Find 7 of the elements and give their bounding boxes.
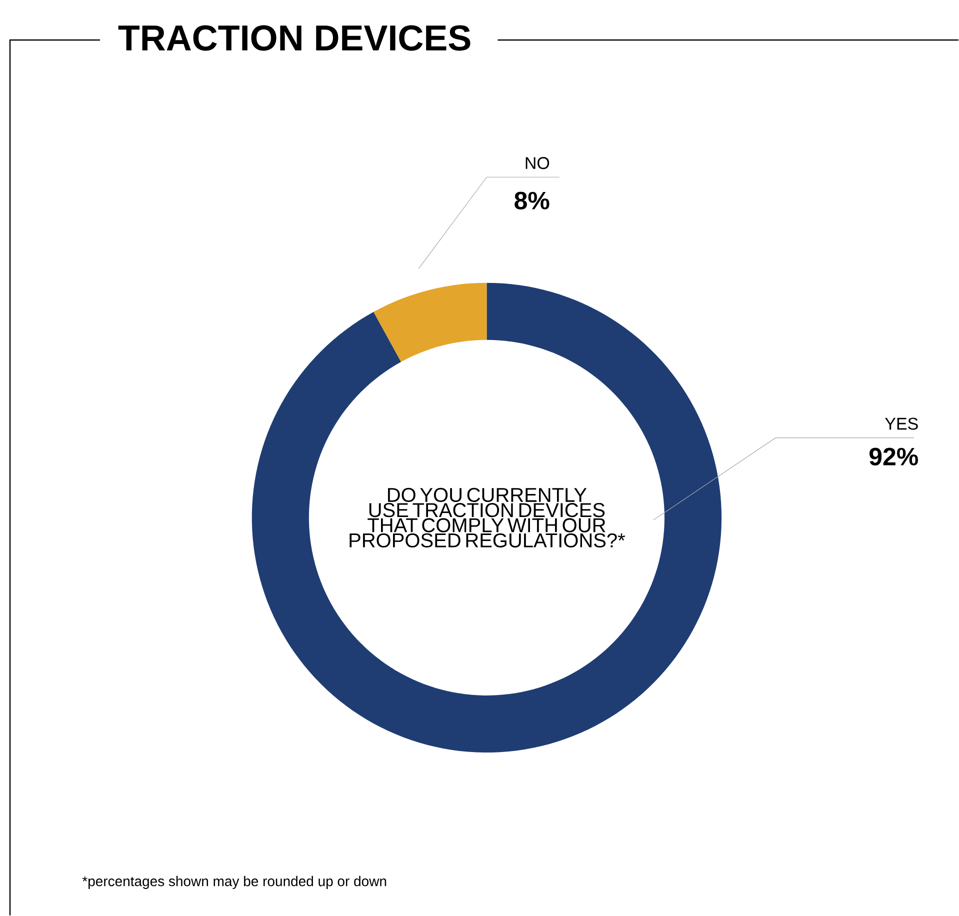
text: *percentages shown may be rounded up or down: [82, 876, 386, 889]
chart-title: TRACTION DEVICES: [118, 25, 470, 51]
slice-label: NO: [526, 157, 550, 170]
slice-label: YES: [885, 418, 918, 430]
text: DO YOU CURRENTLY USE TRACTION DEVICES THAT COMPLY WITH OUR PROPOSED REGULATIONS?*: [350, 488, 626, 548]
data-label: 92%: [869, 448, 918, 466]
data-label: 8%: [514, 192, 550, 210]
